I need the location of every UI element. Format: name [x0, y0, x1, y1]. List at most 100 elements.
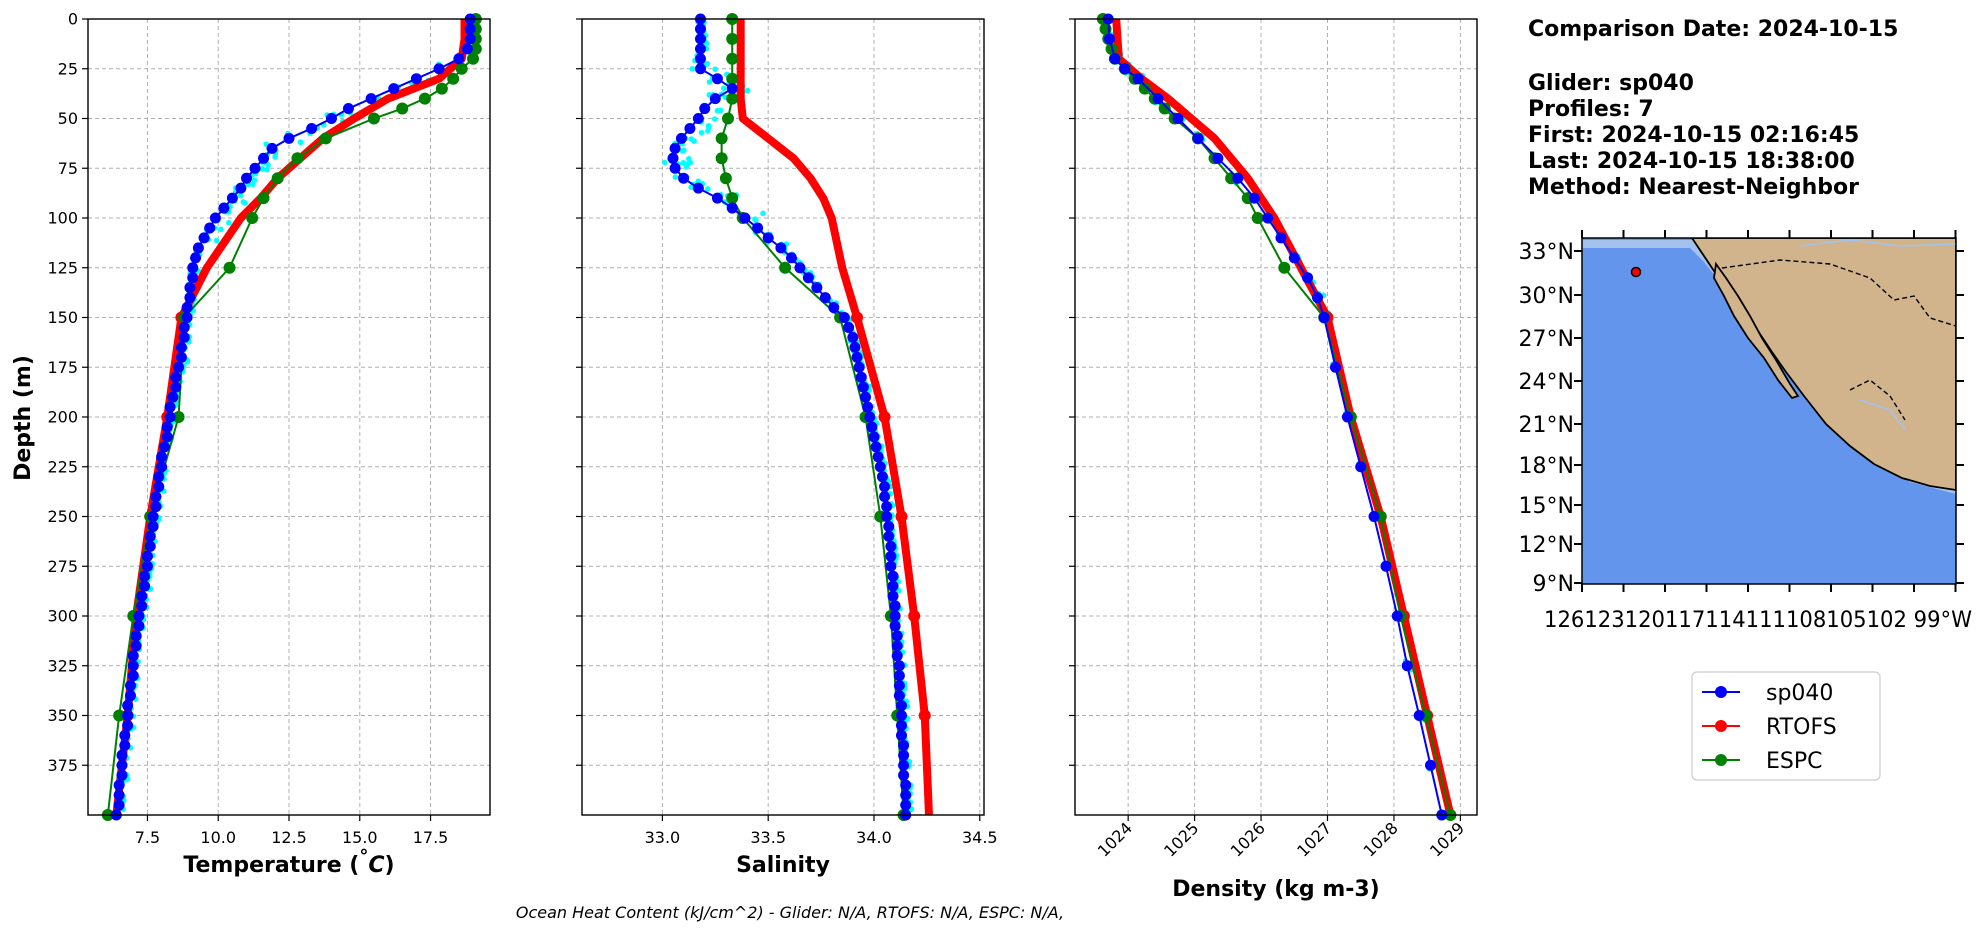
legend-entry-rtofs: RTOFS [1702, 715, 1837, 740]
data-point-sp040 [868, 431, 880, 443]
data-point-espc [1278, 261, 1291, 274]
info-block: Comparison Date: 2024-10-15 Glider: sp04… [1528, 17, 1898, 200]
glider-raw-point [680, 160, 687, 166]
data-point-sp040 [885, 550, 897, 562]
map-lat-tick-12: 12°N [1519, 533, 1574, 558]
data-point-sp040 [113, 789, 125, 801]
glider-raw-point [711, 116, 718, 122]
data-point-sp040 [893, 660, 905, 672]
data-point-sp040 [874, 461, 886, 473]
data-point-sp040 [811, 282, 823, 294]
data-point-sp040 [885, 540, 897, 552]
data-point-sp040 [156, 461, 168, 473]
glider-raw-point [705, 128, 711, 134]
data-point-sp040 [1368, 511, 1380, 522]
data-point-sp040 [136, 600, 148, 612]
glider-raw-point [259, 166, 266, 172]
y-tick-label-150: 150 [47, 308, 78, 327]
data-point-sp040 [127, 650, 139, 662]
x-tick-label-34-0: 34.0 [856, 828, 892, 847]
legend-marker-espc [1715, 754, 1727, 766]
x-tick-label-1024: 1024 [1094, 818, 1136, 860]
data-point-espc [435, 82, 448, 95]
data-point-espc [113, 709, 126, 722]
map-lon-tick-labels: 126123120117114111108105102 99°W [1544, 608, 1972, 633]
data-point-sp040 [694, 33, 706, 45]
data-point-sp040 [876, 471, 888, 483]
data-point-sp040 [1172, 113, 1184, 124]
data-point-sp040 [692, 182, 704, 194]
glider-raw-point [752, 217, 759, 224]
data-point-sp040 [461, 43, 473, 55]
data-point-sp040 [860, 391, 872, 403]
data-point-rtofs [851, 311, 864, 324]
glider-raw-point [760, 210, 766, 217]
data-point-sp040 [147, 511, 159, 522]
data-point-sp040 [726, 202, 738, 214]
density-xlabel: Density (kg m-3) [1172, 877, 1380, 902]
data-point-sp040 [1248, 192, 1260, 204]
glider-raw-point [705, 123, 712, 129]
data-point-sp040 [752, 222, 764, 234]
glider-raw-point [717, 107, 724, 114]
data-point-sp040 [895, 719, 907, 731]
data-point-sp040 [410, 73, 422, 85]
data-point-sp040 [678, 172, 690, 184]
data-point-sp040 [895, 729, 907, 741]
data-point-sp040 [153, 481, 165, 493]
data-point-sp040 [141, 560, 153, 572]
data-point-sp040 [139, 580, 151, 592]
glider-raw-point [298, 139, 304, 146]
temperature-xlabel: Temperature (°C) [183, 846, 394, 879]
data-point-sp040 [1401, 660, 1413, 672]
data-point-sp040 [879, 481, 891, 493]
data-point-sp040 [900, 789, 912, 801]
data-point-rtofs [878, 411, 891, 423]
data-point-sp040 [692, 113, 704, 124]
data-point-sp040 [127, 670, 139, 682]
data-point-sp040 [184, 292, 196, 304]
data-point-sp040 [849, 341, 861, 353]
data-point-sp040 [828, 302, 840, 314]
x-tick-label-12-5: 12.5 [271, 828, 307, 847]
data-point-sp040 [122, 719, 134, 731]
data-point-sp040 [119, 739, 131, 751]
data-point-sp040 [161, 431, 173, 443]
data-point-sp040 [178, 321, 190, 333]
data-point-sp040 [122, 710, 134, 721]
data-point-sp040 [192, 242, 204, 254]
data-point-sp040 [1302, 272, 1314, 284]
glider-raw-point [184, 359, 191, 365]
data-point-sp040 [669, 162, 681, 174]
data-point-espc [779, 261, 792, 274]
x-tick-label-1025: 1025 [1160, 818, 1202, 860]
data-point-sp040 [204, 222, 216, 234]
data-point-sp040 [122, 700, 134, 712]
data-point-sp040 [694, 53, 706, 65]
data-point-rtofs [918, 709, 931, 722]
data-point-espc [447, 72, 460, 85]
legend-label-sp040: sp040 [1766, 681, 1833, 706]
series-rtofs-salinity [736, 19, 933, 816]
map-border [1721, 259, 1956, 421]
x-tick-label-33-5: 33.5 [750, 828, 786, 847]
data-point-sp040 [365, 93, 377, 105]
glider-raw-point [695, 178, 702, 184]
temperature-panel: 0 25 50 75 100 125 150 175 200 225 250 275 300 325 350… [11, 10, 491, 879]
data-point-sp040 [900, 779, 912, 791]
data-point-sp040 [249, 162, 261, 174]
data-point-sp040 [150, 491, 162, 503]
data-point-sp040 [164, 411, 176, 423]
info-profiles: Profiles: 7 [1528, 97, 1654, 122]
data-point-sp040 [190, 252, 202, 264]
glider-raw-point [213, 237, 220, 244]
data-point-sp040 [885, 560, 897, 572]
data-point-sp040 [694, 63, 706, 75]
series-line-rtofs [736, 19, 933, 816]
data-point-sp040 [887, 590, 899, 602]
data-point-sp040 [684, 122, 696, 134]
data-point-sp040 [283, 132, 295, 144]
data-point-sp040 [306, 122, 318, 134]
map-lat-tick-24: 24°N [1519, 370, 1574, 395]
data-point-sp040 [900, 799, 912, 811]
